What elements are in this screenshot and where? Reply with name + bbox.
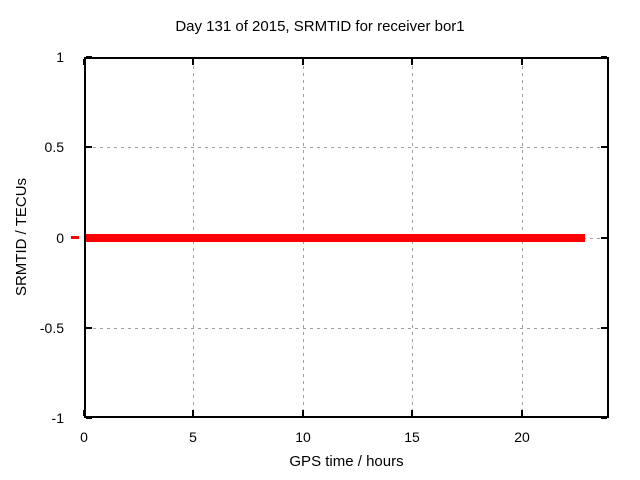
chart-title: Day 131 of 2015, SRMTID for receiver bor…: [175, 18, 465, 35]
y-tick-right: [601, 146, 607, 148]
x-tick-label-20: 20: [514, 429, 530, 445]
y-tick-label--0.5: -0.5: [39, 320, 64, 336]
y-tick-left: [86, 146, 92, 148]
x-tick-label-15: 15: [404, 429, 420, 445]
x-tick-bottom: [411, 410, 413, 416]
x-tick-top: [192, 59, 194, 65]
x-tick-bottom: [83, 410, 85, 416]
y-tick-label-0.5: 0.5: [44, 139, 64, 155]
plot-area: [83, 56, 609, 419]
x-tick-label-5: 5: [189, 429, 197, 445]
y-tick-right: [601, 327, 607, 329]
y-tick-right: [601, 237, 607, 239]
y-tick-left: [86, 417, 92, 419]
x-tick-bottom: [302, 410, 304, 416]
x-tick-top: [83, 59, 85, 65]
y-zero-tick-red-dash: [71, 236, 79, 239]
x-tick-top: [411, 59, 413, 65]
x-tick-bottom: [192, 410, 194, 416]
y-tick-label-0: 0: [56, 230, 64, 246]
gridline-y-0.5: [86, 147, 607, 148]
series-line-srmtid: [86, 234, 585, 242]
x-axis-label: GPS time / hours: [289, 453, 404, 470]
x-tick-bottom: [521, 410, 523, 416]
y-tick-right: [601, 417, 607, 419]
gridline-y--0.5: [86, 328, 607, 329]
y-tick-left: [86, 56, 92, 58]
y-tick-label-1: 1: [56, 49, 64, 65]
x-tick-label-0: 0: [80, 429, 88, 445]
x-tick-label-10: 10: [295, 429, 311, 445]
x-tick-top: [521, 59, 523, 65]
y-tick-left: [86, 327, 92, 329]
x-tick-top: [302, 59, 304, 65]
y-tick-right: [601, 56, 607, 58]
y-tick-label--1: -1: [51, 410, 64, 426]
